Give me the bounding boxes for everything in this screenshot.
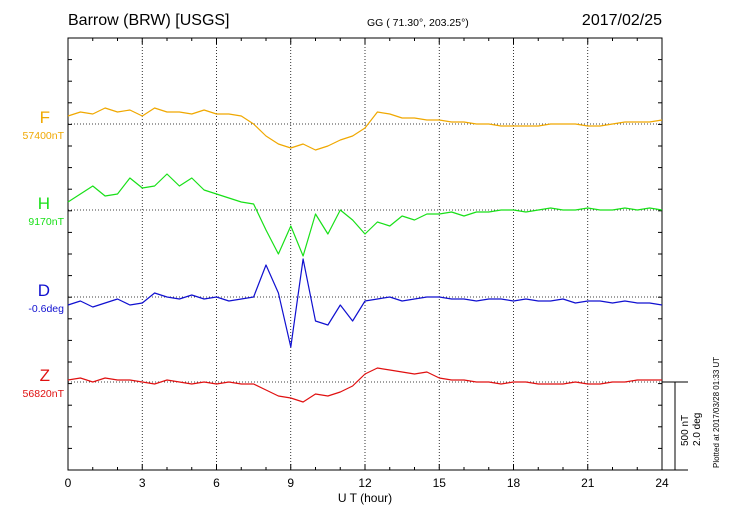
series-d-line — [67, 258, 663, 348]
x-tick-label: 18 — [507, 476, 521, 490]
plotted-timestamp: Plotted at 2017/03/28 01:33 UT — [712, 356, 721, 468]
x-axis-label: U T (hour) — [338, 491, 392, 505]
component-h-label: H — [37, 194, 50, 213]
x-tick-label: 21 — [581, 476, 595, 490]
x-tick-label: 24 — [655, 476, 669, 490]
component-z-label: Z — [39, 366, 50, 385]
component-h-baseline: 9170nT — [28, 216, 64, 228]
scale-nt-label: 500 nT — [680, 414, 691, 446]
component-z-baseline: 56820nT — [22, 388, 64, 400]
coordinates-label: GG ( 71.30°, 203.25°) — [367, 17, 469, 29]
x-tick-label: 15 — [433, 476, 447, 490]
x-tick-label: 0 — [65, 476, 72, 490]
x-tick-label: 3 — [139, 476, 146, 490]
x-tick-label: 9 — [287, 476, 294, 490]
component-d-label: D — [37, 281, 50, 300]
series-z-line — [67, 367, 662, 403]
component-d-baseline: -0.6deg — [28, 303, 64, 315]
station-title: Barrow (BRW) [USGS] — [68, 12, 230, 29]
date-label: 2017/02/25 — [581, 12, 662, 29]
component-f-label: F — [39, 108, 50, 127]
series-h-line — [67, 173, 663, 257]
scale-deg-label: 2.0 deg — [692, 412, 703, 446]
series-f-line — [67, 107, 663, 151]
x-tick-label: 12 — [358, 476, 372, 490]
x-tick-label: 6 — [213, 476, 220, 490]
component-f-baseline: 57400nT — [22, 130, 64, 142]
